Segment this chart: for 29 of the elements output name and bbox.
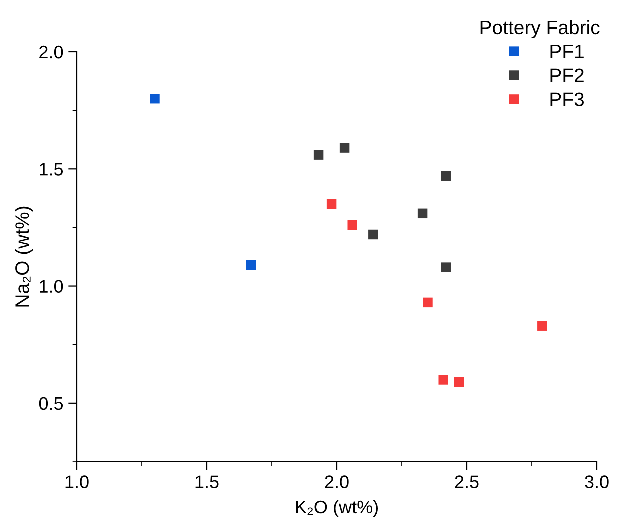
y-tick-label: 1.0 bbox=[40, 280, 64, 294]
point bbox=[418, 208, 428, 219]
point bbox=[314, 150, 324, 160]
x-tick-label: 1.5 bbox=[196, 476, 219, 488]
x-tick-label: 2.5 bbox=[455, 476, 479, 488]
point bbox=[326, 199, 337, 210]
x-tick-label: 3.0 bbox=[585, 476, 609, 488]
point bbox=[454, 377, 464, 388]
point bbox=[340, 143, 350, 153]
x-tick-label: 2.0 bbox=[325, 476, 349, 488]
point bbox=[538, 321, 548, 331]
point bbox=[441, 262, 452, 272]
legend-label: PF1 bbox=[550, 44, 584, 58]
x-tick-label: 1.0 bbox=[66, 476, 89, 488]
y-tick-label: 1.5 bbox=[40, 163, 64, 176]
legend-label: PF2 bbox=[550, 68, 584, 82]
y-tick-label: 0.5 bbox=[39, 397, 64, 410]
x-axis-title: K₂O (wt%) bbox=[296, 500, 378, 518]
point bbox=[423, 298, 433, 308]
legend-title: Pottery Fabric bbox=[480, 20, 600, 38]
point bbox=[441, 171, 452, 182]
y-axis-title: Na₂O (wt%) bbox=[15, 206, 34, 307]
point bbox=[368, 230, 378, 240]
point bbox=[246, 260, 256, 270]
legend-label: PF3 bbox=[550, 92, 584, 106]
point bbox=[348, 220, 358, 230]
point bbox=[150, 94, 160, 104]
point bbox=[438, 375, 448, 385]
y-tick-label: 2.0 bbox=[40, 46, 64, 59]
